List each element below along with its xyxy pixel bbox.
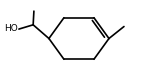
Text: HO: HO — [4, 24, 17, 33]
